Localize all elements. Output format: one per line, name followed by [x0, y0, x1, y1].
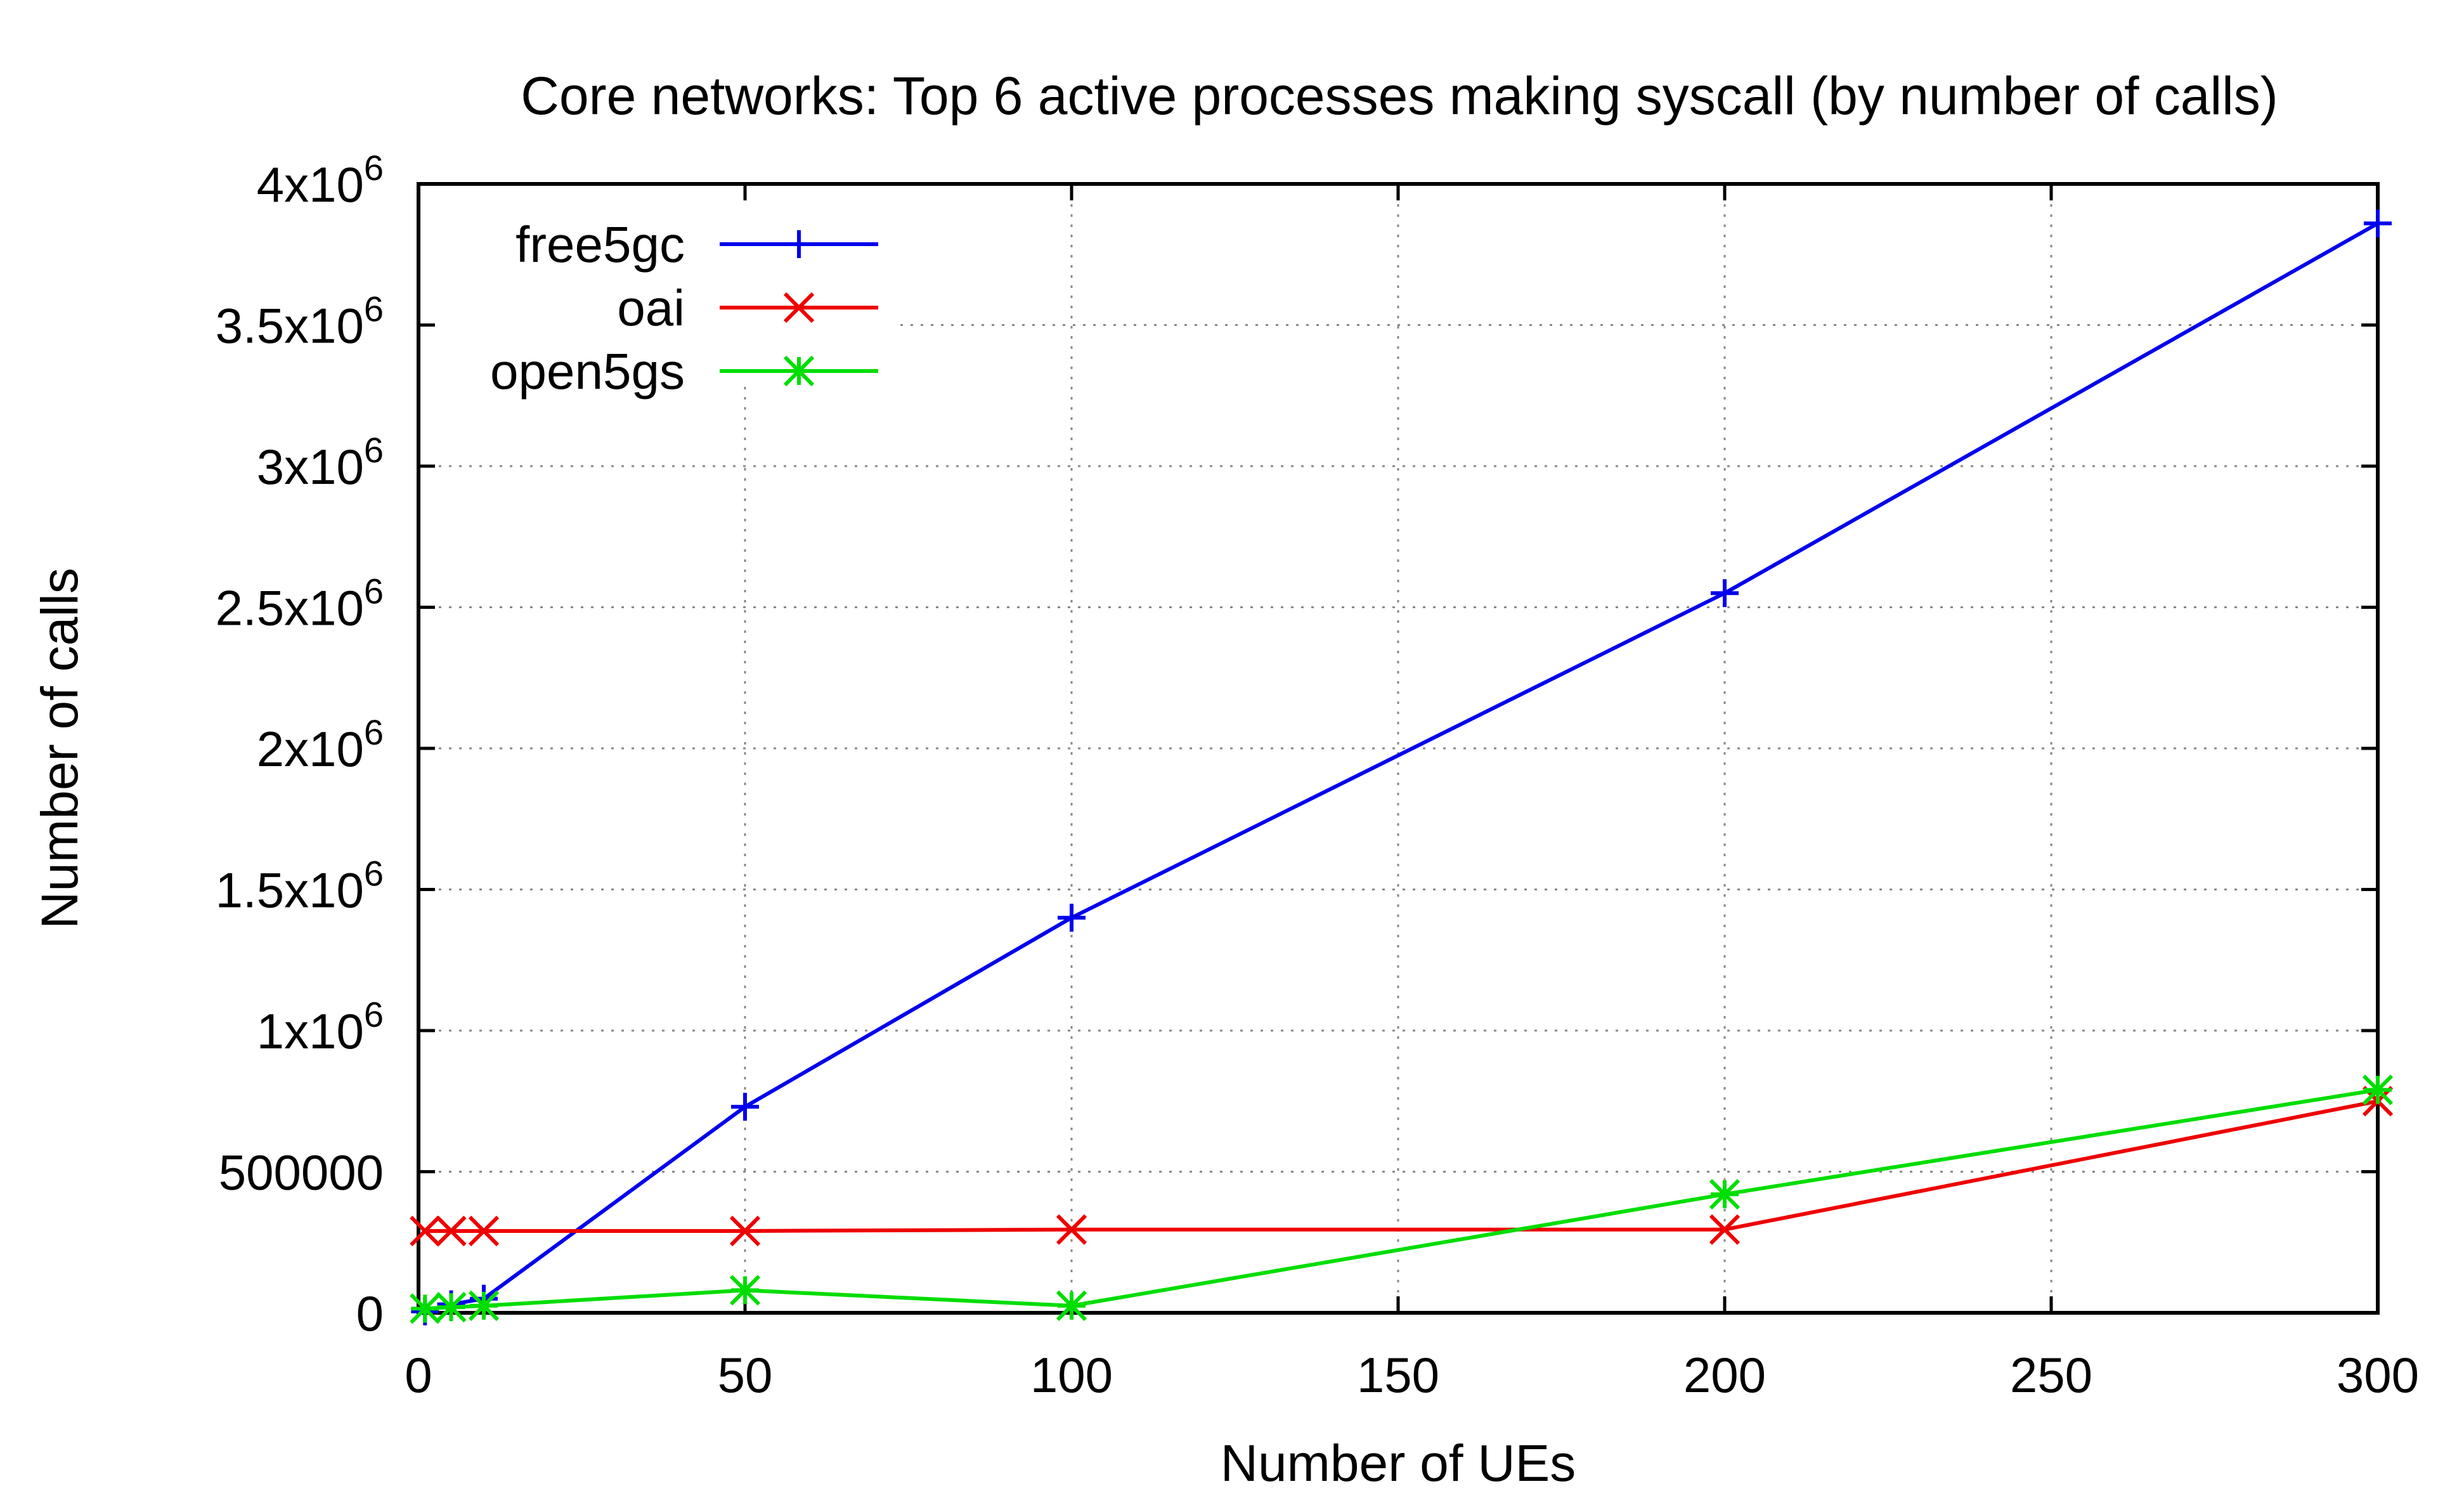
chart-title: Core networks: Top 6 active processes ma… — [521, 66, 2278, 126]
x-tick-label: 0 — [405, 1347, 432, 1403]
legend-marker-open5gs — [783, 355, 815, 387]
data-point-free5gc — [731, 1093, 759, 1121]
data-point-open5gs — [410, 1293, 441, 1324]
data-point-oai — [410, 1215, 441, 1247]
legend-marker-free5gc — [785, 230, 813, 258]
data-point-open5gs — [436, 1291, 467, 1323]
data-point-oai — [1709, 1214, 1741, 1245]
data-point-oai — [468, 1215, 500, 1247]
y-tick-label: 3.5x106 — [216, 289, 384, 354]
y-tick-label: 1x106 — [257, 994, 384, 1059]
x-tick-label: 50 — [718, 1347, 773, 1403]
y-tick-label: 2x106 — [257, 712, 384, 777]
y-tick-label: 1.5x106 — [216, 854, 384, 918]
data-point-open5gs — [729, 1275, 761, 1306]
legend-marker-oai — [783, 292, 815, 323]
x-tick-label: 250 — [2010, 1347, 2092, 1403]
data-point-open5gs — [1056, 1290, 1087, 1321]
data-point-oai — [1056, 1214, 1087, 1245]
x-axis-title: Number of UEs — [1221, 1435, 1576, 1492]
data-point-open5gs — [468, 1290, 500, 1321]
data-point-open5gs — [1709, 1178, 1741, 1210]
legend-label-oai: oai — [617, 280, 685, 336]
legend-label-open5gs: open5gs — [490, 343, 685, 400]
y-axis-title: Number of calls — [31, 568, 89, 929]
x-tick-label: 300 — [2337, 1347, 2419, 1403]
data-point-free5gc — [1711, 579, 1739, 608]
y-tick-label: 0 — [356, 1286, 384, 1341]
data-series — [410, 209, 2394, 1325]
legend-label-free5gc: free5gc — [515, 216, 685, 273]
axis-ticks: 0 50 100 150 200 250 300 0 500000 1x106 1.5x106 2x1… — [216, 148, 2419, 1403]
data-point-oai — [436, 1215, 467, 1247]
data-point-open5gs — [2362, 1074, 2394, 1105]
x-tick-label: 200 — [1683, 1347, 1766, 1403]
y-tick-label: 500000 — [219, 1145, 384, 1201]
y-tick-label: 3x106 — [257, 430, 384, 495]
y-tick-label: 2.5x106 — [216, 571, 384, 636]
x-tick-label: 100 — [1030, 1347, 1113, 1403]
x-tick-label: 150 — [1357, 1347, 1439, 1403]
data-point-oai — [729, 1215, 761, 1247]
legend: free5gc oai open5gs — [490, 216, 878, 400]
data-point-free5gc — [1058, 904, 1086, 932]
gridlines — [418, 184, 2378, 1313]
data-point-free5gc — [2364, 209, 2392, 238]
y-tick-label: 4x106 — [257, 148, 384, 212]
